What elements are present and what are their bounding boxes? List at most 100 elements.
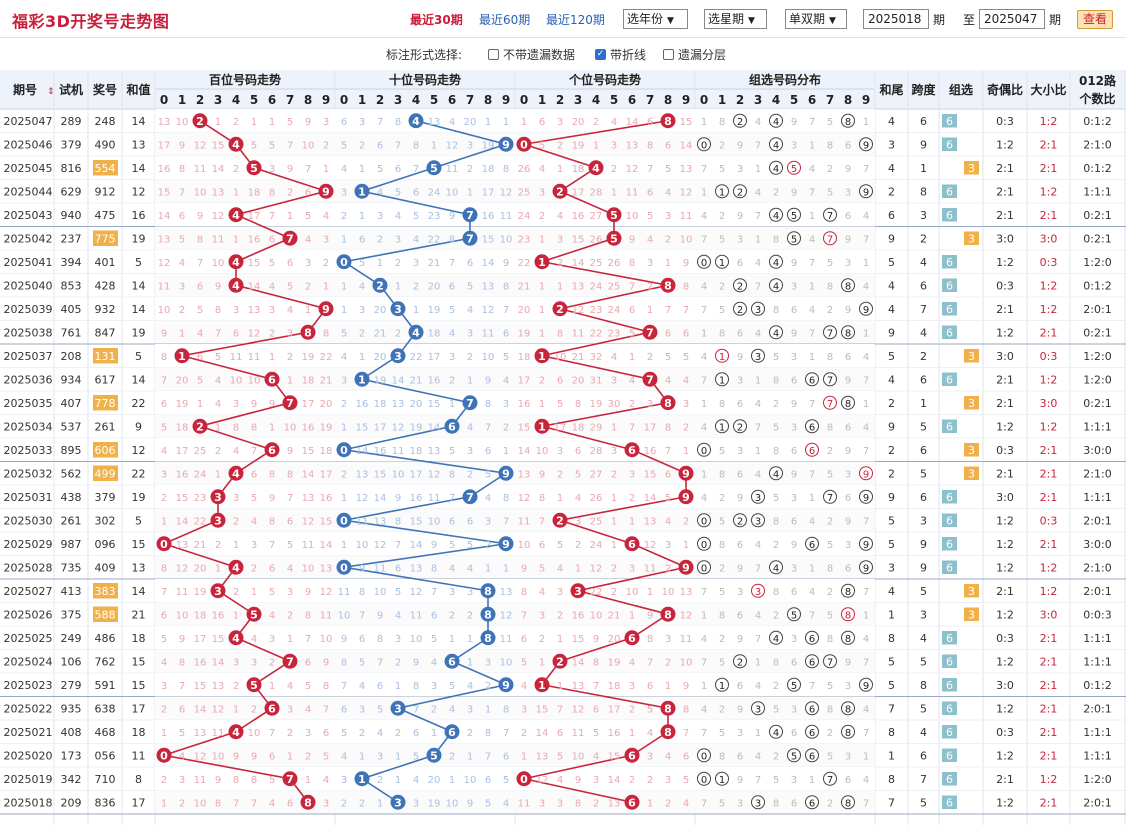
miss-count: 16 <box>212 610 225 621</box>
recent-30-link[interactable]: 最近30期 <box>410 13 463 27</box>
group-digit-ring <box>733 654 747 669</box>
checkbox-box[interactable] <box>663 49 674 60</box>
query-button[interactable]: 查看 <box>1077 10 1113 29</box>
miss-count: 5 <box>215 352 221 363</box>
period-to-input[interactable]: 2025047 <box>979 9 1045 29</box>
drawn-digit-ball <box>498 465 514 481</box>
miss-count: 4 <box>683 375 689 386</box>
miss-count: 5 <box>539 140 545 151</box>
miss-count: 11 <box>518 798 531 809</box>
drawn-digit: 1 <box>358 185 366 198</box>
drawn-digit: 5 <box>430 162 438 175</box>
miss-count: 12 <box>356 493 369 504</box>
cell-bg <box>155 720 335 744</box>
miss-count: 10 <box>680 234 693 245</box>
miss-count: 7 <box>863 587 869 598</box>
miss-count: 11 <box>176 587 189 598</box>
winning-number-cell: 912 <box>95 185 116 198</box>
miss-count: 15 <box>680 117 693 128</box>
big-small-cell: 1:2 <box>1040 420 1058 433</box>
miss-count: 1 <box>449 399 455 410</box>
miss-count: 1 <box>701 187 707 198</box>
miss-count: 20 <box>464 117 477 128</box>
digit-header: 6 <box>808 93 816 107</box>
checkbox-box[interactable] <box>488 49 499 60</box>
sum-tail-cell: 4 <box>888 585 895 598</box>
miss-count: 3 <box>683 399 689 410</box>
miss-layer-checkbox[interactable]: 遗漏分层 <box>663 46 726 63</box>
miss-count: 2 <box>827 798 833 809</box>
miss-count: 2 <box>467 610 473 621</box>
parity-select[interactable]: 单双期 ▼ <box>785 9 847 29</box>
group-badge <box>942 419 957 433</box>
weekday-select[interactable]: 选星期 ▼ <box>704 9 767 29</box>
recent-120-link[interactable]: 最近120期 <box>546 13 605 27</box>
cell-bg <box>155 273 335 297</box>
sum-tail-cell: 4 <box>888 303 895 316</box>
miss-count: 3 <box>467 328 473 339</box>
period-from-input[interactable]: 2025018 <box>863 9 929 29</box>
miss-count: 1 <box>647 305 653 316</box>
drawn-digit: 8 <box>304 326 312 339</box>
span-cell: 5 <box>920 420 927 433</box>
miss-count: 2 <box>827 305 833 316</box>
miss-count: 6 <box>305 187 311 198</box>
miss-count: 3 <box>845 187 851 198</box>
miss-count: 11 <box>392 446 405 457</box>
period-cell: 2025031 <box>4 491 53 504</box>
digit-header: 8 <box>664 93 672 107</box>
drawn-digit: 7 <box>286 773 294 786</box>
recent-60-link[interactable]: 最近60期 <box>479 13 531 27</box>
miss-count: 4 <box>809 587 815 598</box>
group-digit-ring <box>769 137 783 152</box>
miss-count: 6 <box>179 211 185 222</box>
miss-count: 16 <box>302 422 315 433</box>
miss-count: 1 <box>377 258 383 269</box>
ratio-012-cell: 2:0:1 <box>1083 303 1111 316</box>
group-digit-ring <box>715 254 729 269</box>
drawn-digit-ball <box>516 771 532 787</box>
odd-even-cell: 2:1 <box>996 397 1014 410</box>
drawn-digit-ball <box>642 324 658 340</box>
miss-count: 18 <box>302 375 315 386</box>
group-digit: 8 <box>845 798 851 809</box>
group-badge <box>964 443 979 457</box>
miss-count: 10 <box>464 775 477 786</box>
year-select-value: 选年份 <box>627 12 664 26</box>
miss-count: 10 <box>158 305 171 316</box>
drawn-digit: 0 <box>520 773 528 786</box>
table-row: 2025032 562 499 22 3 16 24 1 4 6 8 8 14 17 2 13 15 10 17 12… <box>4 465 1112 481</box>
miss-count: 4 <box>395 610 401 621</box>
miss-count: 6 <box>413 187 419 198</box>
checkbox-box[interactable]: ✓ <box>595 49 606 60</box>
line-checkbox[interactable]: ✓ 带折线 <box>595 46 646 63</box>
group-digit: 8 <box>845 704 851 715</box>
group-digit: 2 <box>737 187 743 198</box>
miss-count: 2 <box>773 681 779 692</box>
miss-count: 4 <box>809 164 815 175</box>
miss-count: 20 <box>518 305 531 316</box>
miss-count: 3 <box>539 610 545 621</box>
drawn-digit: 8 <box>664 397 672 410</box>
big-small-cell: 0:3 <box>1040 350 1058 363</box>
year-select[interactable]: 选年份 ▼ <box>623 9 688 29</box>
miss-count: 9 <box>845 234 851 245</box>
miss-count: 28 <box>590 187 603 198</box>
miss-count: 5 <box>683 775 689 786</box>
drawn-digit: 3 <box>214 585 222 598</box>
no-miss-checkbox[interactable]: 不带遗漏数据 <box>488 46 575 63</box>
miss-count: 12 <box>428 469 441 480</box>
test-number-cell: 208 <box>61 350 82 363</box>
miss-count: 3 <box>665 211 671 222</box>
miss-count: 1 <box>215 563 221 574</box>
group-digit-ring <box>841 278 855 293</box>
group-digit-ring <box>769 113 783 128</box>
miss-count: 6 <box>845 422 851 433</box>
miss-count: 5 <box>485 469 491 480</box>
group-digit: 6 <box>809 728 815 739</box>
big-small-cell: 0:3 <box>1040 256 1058 269</box>
cell-bg <box>695 344 875 368</box>
drawn-digit-ball <box>444 418 460 434</box>
miss-count: 10 <box>428 516 441 527</box>
miss-count: 5 <box>827 469 833 480</box>
